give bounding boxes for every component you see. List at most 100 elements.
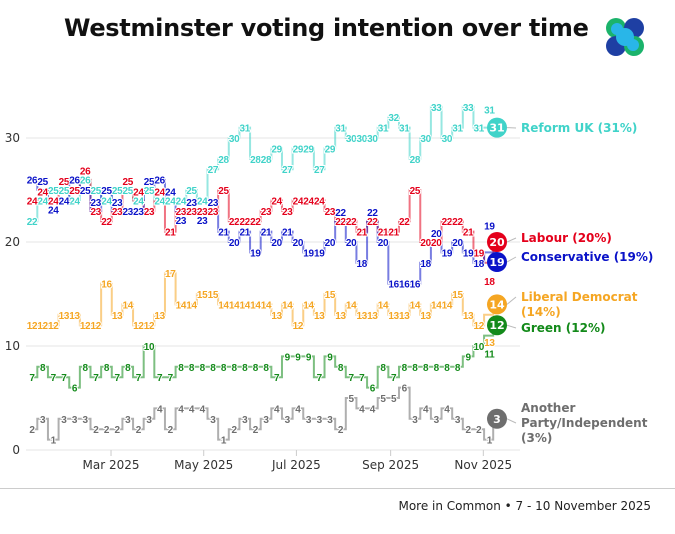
data-label: 12: [80, 321, 91, 332]
data-label: 4: [370, 404, 376, 415]
data-label: 22: [250, 217, 261, 228]
label-leader: [506, 256, 517, 263]
data-label: 3: [412, 415, 418, 426]
data-label: 9: [327, 352, 333, 363]
data-label: 27: [314, 165, 325, 176]
data-label: 23: [186, 207, 197, 218]
data-label: 18: [484, 277, 495, 288]
data-label: 25: [48, 186, 59, 197]
data-label: 32: [388, 113, 399, 124]
data-label: 12: [91, 321, 102, 332]
data-label: 4: [295, 404, 301, 415]
data-label: 15: [325, 290, 336, 301]
data-label: 24: [59, 196, 70, 207]
data-label: 13: [399, 311, 410, 322]
data-label: 8: [40, 363, 46, 374]
end-marker: [487, 408, 507, 429]
data-label: 7: [359, 373, 365, 384]
data-label: 23: [91, 198, 102, 209]
data-label: 7: [93, 373, 99, 384]
data-label: 2: [253, 425, 259, 436]
data-label: 14: [176, 300, 187, 311]
data-label: 24: [133, 196, 144, 207]
data-label: 20: [378, 238, 389, 249]
data-label: 3: [285, 415, 291, 426]
series-end-label: Conservative (19%): [521, 250, 653, 264]
series-line-another-party-independent: [32, 386, 497, 441]
label-leader: [506, 418, 517, 424]
data-label: 2: [136, 425, 142, 436]
data-label: 19: [473, 248, 484, 259]
data-label: 28: [218, 155, 229, 166]
end-marker: [487, 294, 507, 315]
data-label: 16: [410, 280, 421, 291]
data-label: 3: [125, 415, 131, 426]
data-label: 24: [69, 196, 80, 207]
data-label: 8: [444, 363, 450, 374]
data-label: 2: [338, 425, 344, 436]
data-label: 13: [356, 311, 367, 322]
data-label: 23: [122, 207, 133, 218]
data-label: 13: [69, 311, 80, 322]
data-label: 25: [122, 186, 133, 197]
data-label: 8: [455, 363, 461, 374]
data-label: 31: [378, 124, 389, 135]
label-leader: [506, 237, 517, 243]
data-label: 2: [465, 425, 471, 436]
data-label: 29: [271, 144, 282, 155]
data-label: 30: [229, 134, 240, 145]
data-label: 26: [154, 176, 165, 187]
data-label: 8: [200, 363, 206, 374]
data-label: 9: [306, 352, 312, 363]
end-marker: [487, 232, 507, 252]
source-note: More in Common • 7 - 10 November 2025: [398, 499, 651, 513]
data-label: 22: [367, 208, 378, 219]
data-label: 8: [423, 363, 429, 374]
data-label: 8: [231, 363, 237, 374]
data-label: 30: [442, 134, 453, 145]
data-label: 7: [61, 373, 67, 384]
data-label: 8: [83, 363, 89, 374]
data-label: 18: [356, 259, 367, 270]
data-label: 9: [285, 352, 291, 363]
data-label: 22: [346, 217, 357, 228]
data-label: 21: [282, 228, 293, 239]
data-label: 31: [335, 124, 346, 135]
data-label: 8: [434, 363, 440, 374]
data-label: 3: [434, 415, 440, 426]
end-marker: [487, 315, 507, 336]
data-label: 14: [378, 300, 389, 311]
data-label: 14: [229, 300, 240, 311]
data-label: 14: [239, 300, 250, 311]
data-label: 19: [303, 248, 314, 259]
data-label: 20: [293, 238, 304, 249]
data-label: 14: [122, 300, 133, 311]
data-label: 26: [27, 176, 38, 187]
data-label: 23: [186, 198, 197, 209]
data-label: 9: [295, 352, 301, 363]
data-label: 29: [303, 144, 314, 155]
data-label: 24: [165, 196, 176, 207]
data-label: 5: [380, 394, 386, 405]
data-label: 23: [176, 216, 187, 227]
voting-intention-chart: 0 10 20 30 Mar 2025 May 2025 Jul 2025 Sep 2025 N…: [5, 102, 654, 472]
data-label: 20: [452, 238, 463, 249]
data-label: 12: [144, 321, 155, 332]
lines-layer: [26, 105, 520, 456]
data-label: 21: [356, 228, 367, 239]
data-label: 14: [346, 300, 357, 311]
data-label: 30: [356, 134, 367, 145]
data-label: 25: [186, 186, 197, 197]
data-label: 22: [399, 217, 410, 228]
data-label: 31: [484, 106, 495, 117]
data-label: 25: [80, 186, 91, 197]
data-label: 14: [442, 300, 453, 311]
data-label: 26: [80, 167, 91, 178]
y-tick-label: 20: [5, 235, 20, 249]
data-label: 4: [157, 404, 163, 415]
series-end-label: (3%): [521, 431, 552, 445]
data-label: 24: [154, 187, 165, 198]
data-label: 13: [271, 311, 282, 322]
end-value-label: 20: [489, 236, 505, 249]
data-label: 2: [29, 425, 35, 436]
